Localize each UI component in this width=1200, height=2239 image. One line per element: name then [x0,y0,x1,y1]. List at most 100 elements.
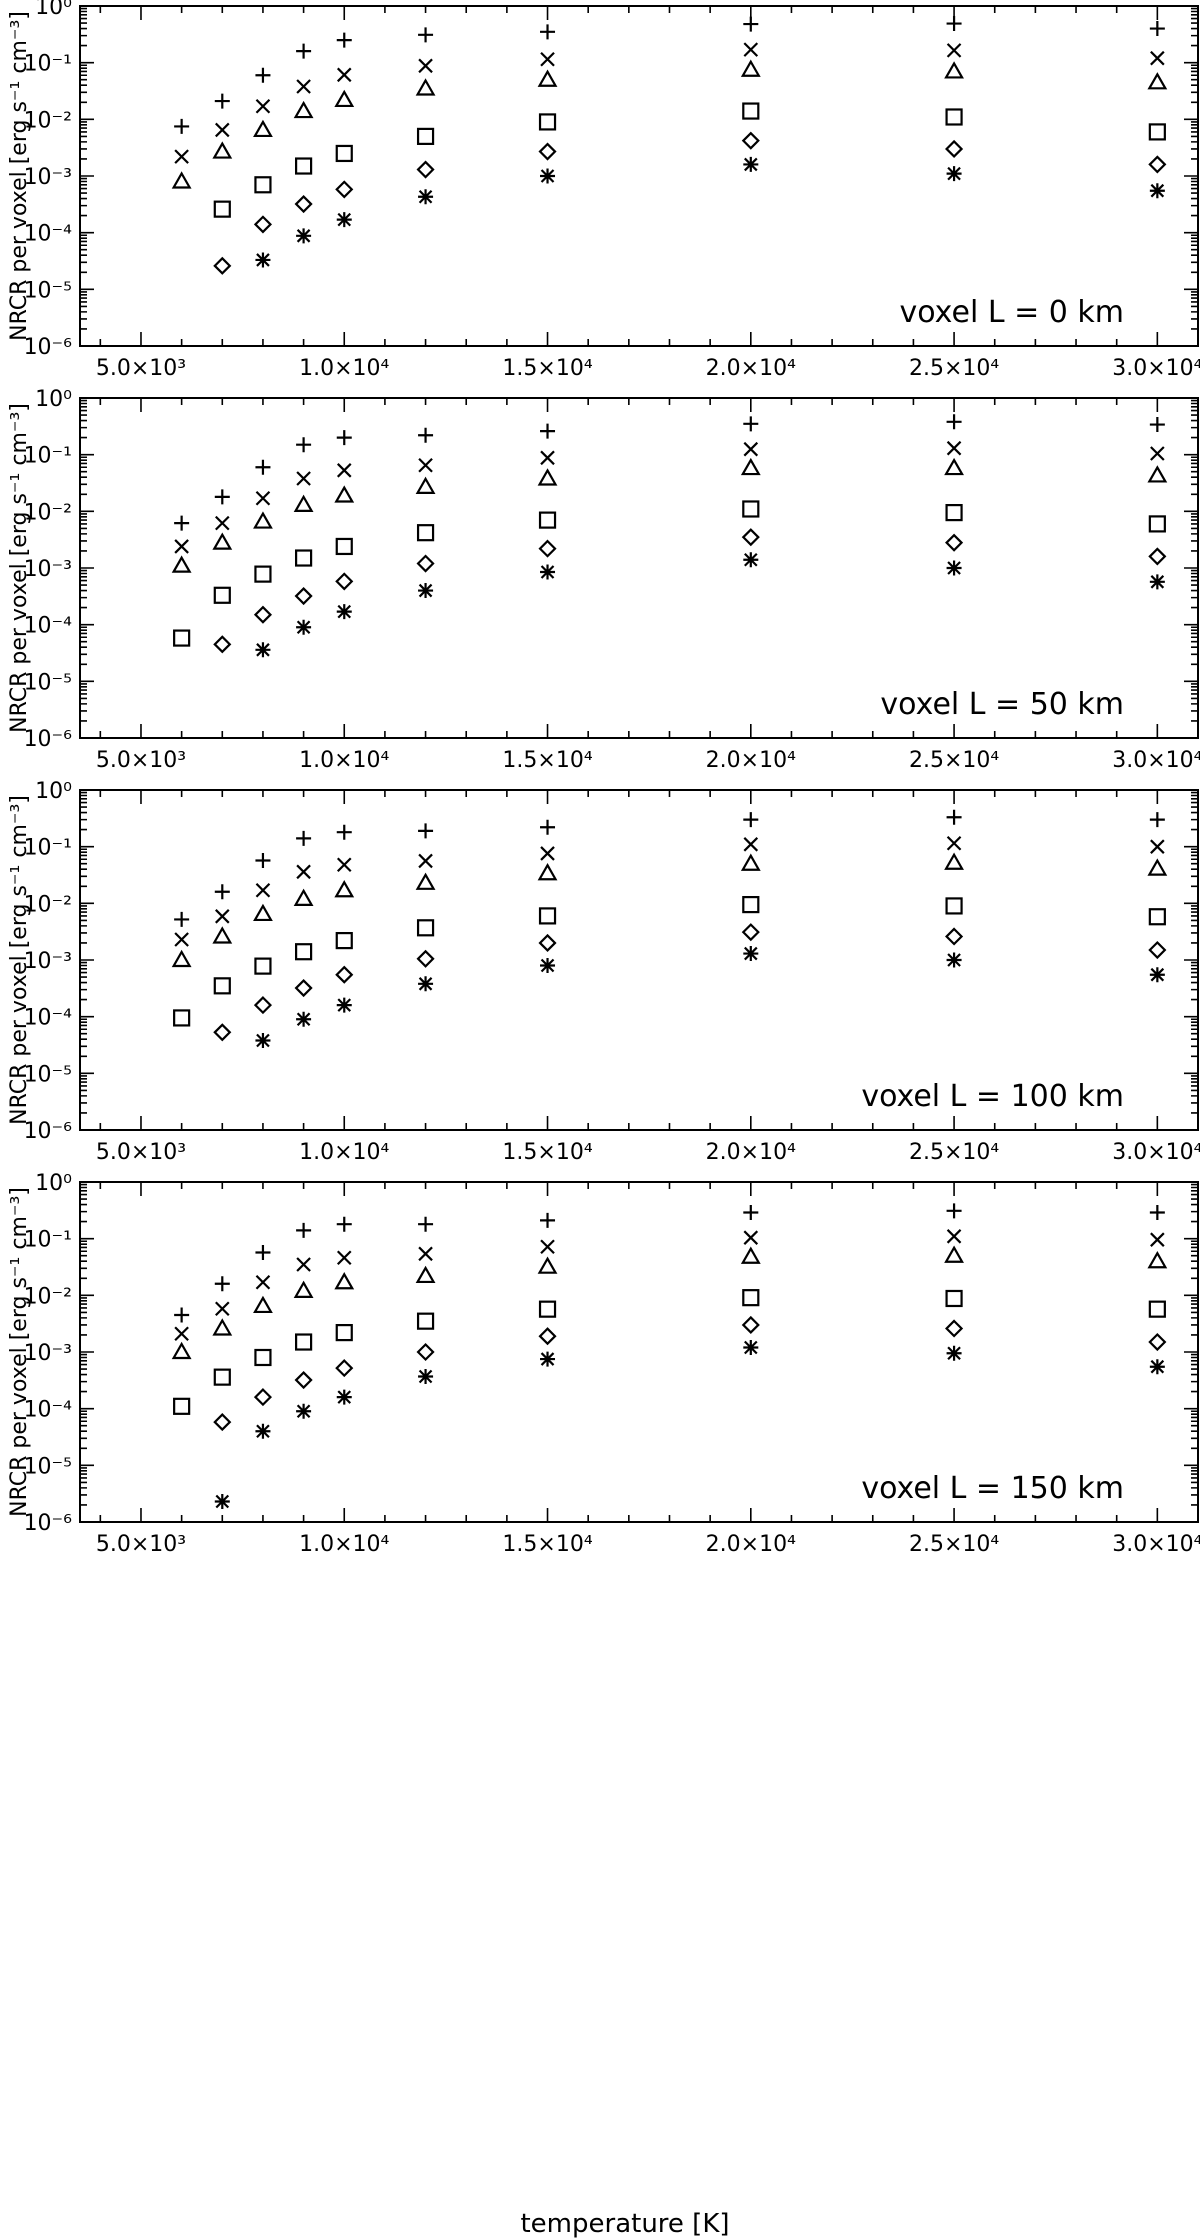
data-point-triangle [212,141,233,159]
data-point-diamond [741,528,760,547]
data-point-square [173,1397,191,1415]
y-axis-label: NRCR per voxel [erg s⁻¹ cm⁻³] [7,403,32,733]
series-square [173,500,1166,647]
data-point-diamond [253,605,273,624]
axis-ticks [80,1181,1199,1523]
data-point-asterisk [946,952,962,968]
data-point-plus [946,809,962,825]
data-point-plus [255,853,271,868]
data-point-diamond [1148,155,1167,174]
x-tick-label: 1.5×10⁴ [502,748,592,773]
panel-annotation: voxel L = 0 km [900,295,1125,330]
data-point-square [173,1009,191,1027]
data-point-plus [214,489,230,505]
data-point-plus [743,1204,759,1220]
data-point-diamond [213,1413,232,1432]
data-point-cross [174,149,189,164]
data-point-asterisk [255,1032,271,1048]
series-triangle [171,457,1168,573]
x-tick-label: 5.0×10³ [96,1140,186,1165]
data-point-square [213,200,231,218]
data-point-square [538,907,557,925]
data-point-triangle [415,1265,436,1284]
data-point-diamond [538,142,557,161]
y-tick-label: 10⁻⁶ [24,727,73,752]
data-point-diamond [945,139,964,159]
x-tick-label: 3.0×10⁴ [1112,356,1200,381]
data-point-square [1148,123,1166,141]
data-point-plus [418,1216,434,1232]
data-point-square [335,1323,353,1342]
series-diamond [213,528,1167,654]
data-point-asterisk [296,619,312,635]
chart-panel-2: 10⁰ 10⁻¹ 10⁻² 10⁻³ 10⁻⁴ 10⁻⁵ 10⁻⁶ 5.0×10³ 1.0×10… [7,387,1200,773]
data-point-square [335,144,353,163]
data-point-diamond [945,1319,964,1338]
data-point-triangle [415,476,436,494]
x-tick-label: 1.0×10⁴ [299,1140,389,1165]
data-point-triangle [171,555,192,573]
data-point-cross [255,98,271,114]
data-point-plus [946,414,962,430]
data-point-diamond [335,1359,354,1378]
data-point-square [742,500,760,518]
data-point-triangle [537,1256,558,1274]
data-point-plus [296,830,312,846]
data-point-cross [1150,1232,1165,1247]
data-point-plus [336,32,352,48]
data-point-square [742,1289,760,1307]
data-point-square [945,1289,963,1308]
data-point-cross [336,463,352,478]
series-cross [174,1229,1165,1342]
data-point-triangle [1147,72,1168,90]
x-tick-label: 2.5×10⁴ [909,1140,999,1165]
data-point-plus [540,24,556,40]
data-point-asterisk [946,166,962,182]
y-tick-label: 10⁻¹ [24,1228,72,1253]
data-point-diamond [945,927,964,946]
data-point-diamond [741,1315,760,1335]
data-point-square [1148,515,1166,533]
data-point-cross [296,1257,311,1272]
data-point-plus [1149,21,1165,37]
data-point-plus [946,16,962,32]
data-point-asterisk [255,642,271,658]
data-point-diamond [253,996,273,1015]
data-point-triangle [334,485,355,503]
data-point-triangle [1147,1251,1168,1269]
y-axis-label: NRCR per voxel [erg s⁻¹ cm⁻³] [7,11,32,341]
data-point-square [213,1368,231,1386]
y-tick-label: 10⁻¹ [24,836,72,861]
data-point-square [416,127,435,145]
data-point-square [295,943,313,961]
data-point-cross [418,1246,433,1262]
data-point-asterisk [336,212,352,228]
data-point-diamond [538,1327,557,1346]
x-tick-label: 5.0×10³ [96,1532,186,1557]
data-point-triangle [1147,858,1168,876]
data-point-plus [418,27,434,43]
x-tick-label: 1.5×10⁴ [502,1532,592,1557]
data-point-asterisk [946,560,962,576]
series-asterisk [255,552,1165,658]
data-point-triangle [537,862,558,881]
data-point-asterisk [214,1494,230,1509]
data-point-plus [296,1222,312,1238]
data-point-triangle [740,1246,761,1264]
data-point-square [335,931,353,950]
data-point-diamond [416,949,435,968]
data-point-triangle [944,1245,964,1263]
data-point-diamond [945,533,964,552]
data-point-square [254,1348,272,1367]
x-tick-label: 3.0×10⁴ [1112,1532,1200,1557]
data-point-diamond [335,572,354,591]
data-point-square [742,102,760,120]
data-point-diamond [1148,1332,1167,1352]
series-diamond [213,1315,1167,1432]
data-point-diamond [253,1388,273,1407]
data-point-square [295,549,313,567]
data-point-cross [418,853,433,869]
data-point-triangle [171,949,192,968]
data-point-square [254,565,272,583]
data-point-triangle [253,119,273,138]
